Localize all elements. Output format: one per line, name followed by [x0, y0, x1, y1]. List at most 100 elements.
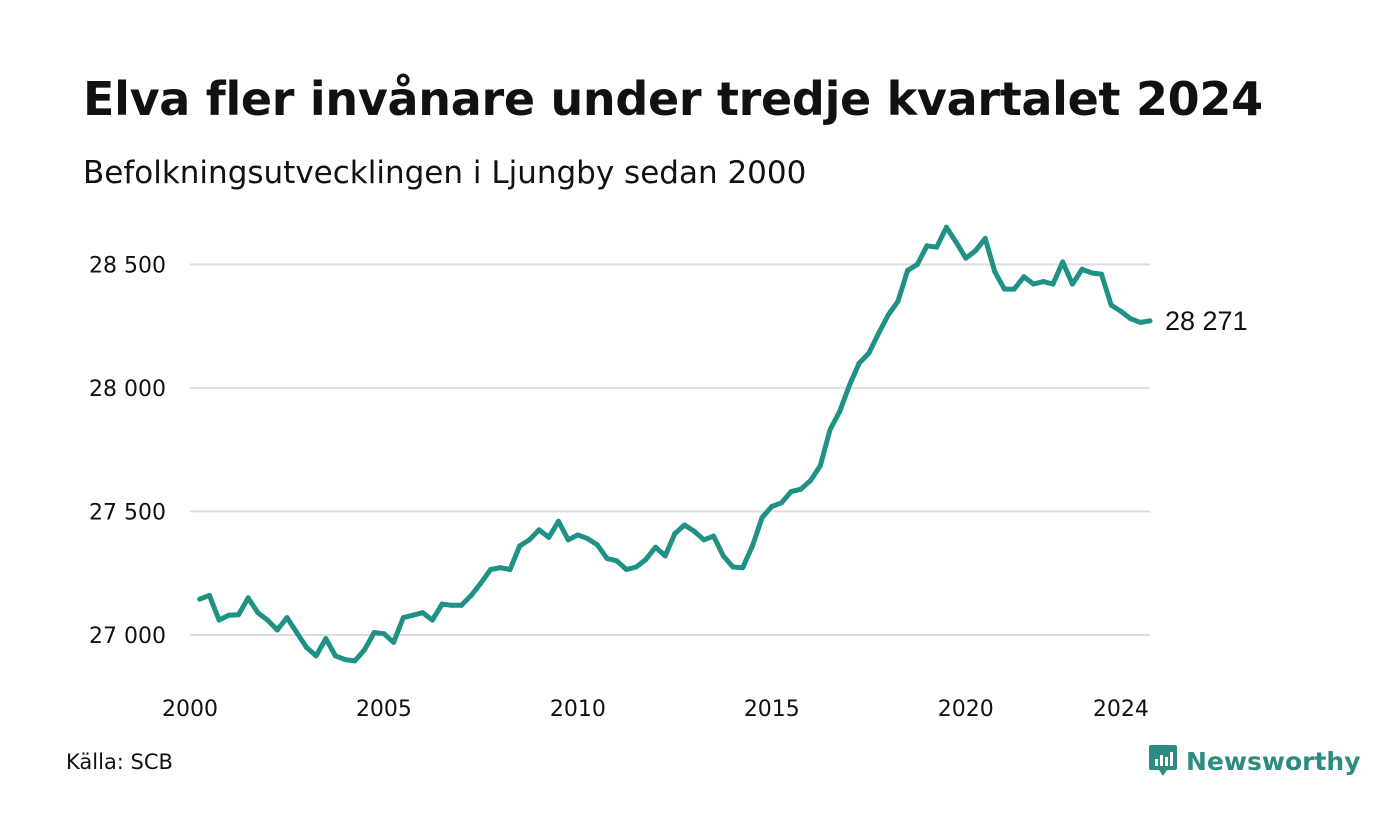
x-tick-label: 2010: [550, 697, 606, 722]
data-point: [982, 235, 988, 241]
data-point: [817, 463, 823, 469]
data-point: [284, 615, 290, 621]
data-point: [575, 532, 581, 538]
y-tick-label: 27 000: [89, 624, 166, 649]
x-tick-label: 2015: [744, 697, 800, 722]
data-point: [769, 504, 775, 509]
data-point: [488, 567, 494, 572]
y-tick-label: 27 500: [89, 500, 166, 525]
data-point: [1147, 318, 1153, 324]
data-point: [556, 518, 561, 524]
data-point: [691, 528, 697, 534]
data-point: [759, 515, 765, 521]
chart-title: Elva fler invånare under tredje kvartale…: [83, 72, 1263, 126]
data-point: [885, 312, 891, 318]
data-point: [701, 537, 707, 543]
x-tick-label: 2000: [162, 697, 218, 722]
data-point: [963, 255, 969, 261]
data-point: [323, 636, 329, 642]
data-point: [546, 534, 552, 540]
data-point: [236, 612, 241, 618]
series-layer: [197, 224, 1153, 664]
data-point: [866, 350, 872, 356]
data-point: [459, 602, 464, 608]
data-point: [643, 557, 649, 563]
brand-name: Newsworthy: [1186, 746, 1361, 776]
data-point: [507, 567, 513, 572]
y-tick-label: 28 500: [89, 253, 166, 278]
data-point: [352, 658, 358, 664]
data-point: [662, 553, 668, 559]
data-point: [585, 536, 591, 542]
data-point: [914, 261, 920, 267]
data-point: [1031, 281, 1037, 287]
data-point: [876, 331, 881, 336]
data-points: [197, 224, 1153, 664]
data-point: [623, 567, 629, 572]
data-point: [1050, 281, 1056, 287]
newsworthy-logo-icon: [1149, 745, 1177, 776]
data-point: [362, 647, 367, 653]
data-point: [536, 527, 542, 533]
data-point: [468, 592, 474, 598]
data-point: [313, 653, 319, 659]
data-point: [720, 553, 726, 559]
data-point: [992, 269, 998, 275]
data-point: [294, 630, 300, 635]
x-tick-label: 2024: [1093, 697, 1149, 722]
data-point: [439, 601, 445, 607]
data-point: [197, 596, 203, 602]
data-point: [788, 489, 794, 495]
data-point: [478, 580, 484, 586]
data-point: [924, 243, 930, 249]
data-point: [1021, 274, 1027, 280]
data-point: [749, 543, 755, 549]
data-point: [449, 602, 455, 608]
data-point: [1060, 259, 1066, 265]
data-point: [1079, 266, 1085, 272]
x-axis-tick-labels: 2000 2005 2010 2015 2020 2024: [162, 697, 1149, 722]
data-point: [633, 564, 639, 570]
data-point: [1108, 302, 1114, 308]
data-point: [779, 500, 784, 506]
data-point: [1118, 308, 1124, 314]
data-point: [255, 610, 261, 616]
data-point: [1011, 286, 1017, 292]
data-point: [526, 537, 532, 543]
data-point: [1040, 279, 1046, 285]
data-point: [730, 564, 736, 570]
data-point: [934, 244, 940, 250]
data-point: [371, 630, 377, 635]
data-point: [333, 653, 338, 659]
brand-logo: Newsworthy: [1148, 744, 1361, 778]
data-point: [1069, 281, 1075, 287]
data-point: [381, 631, 387, 637]
chart-subtitle: Befolkningsutvecklingen i Ljungby sedan …: [83, 155, 807, 191]
data-point: [905, 268, 911, 273]
x-tick-label: 2005: [356, 697, 412, 722]
data-point: [1089, 270, 1095, 276]
data-point: [594, 542, 600, 548]
data-point: [943, 224, 949, 230]
data-point: [808, 478, 814, 483]
data-point: [226, 612, 232, 618]
source-note: Källa: SCB: [66, 750, 173, 774]
data-point: [274, 627, 280, 633]
data-point: [400, 615, 406, 621]
data-point: [895, 298, 901, 304]
data-point: [1099, 271, 1104, 277]
data-point: [614, 558, 620, 564]
data-point: [429, 617, 435, 623]
data-point: [837, 408, 843, 414]
last-value-label: 28 271: [1165, 306, 1248, 336]
data-point: [1137, 319, 1143, 325]
data-point: [827, 427, 833, 433]
data-point: [303, 644, 309, 650]
data-point: [497, 565, 503, 571]
data-point: [973, 248, 978, 254]
data-point: [245, 595, 251, 601]
data-point: [1002, 286, 1007, 292]
data-point: [1128, 316, 1134, 322]
data-point: [604, 555, 610, 561]
data-point: [856, 360, 862, 366]
